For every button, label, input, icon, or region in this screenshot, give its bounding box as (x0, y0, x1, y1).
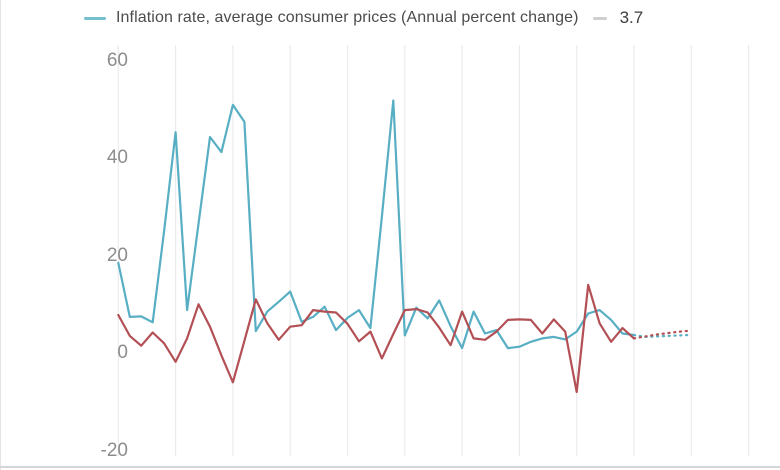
bottom-divider-line (0, 466, 780, 468)
series-legend-label: Inflation rate, average consumer prices … (116, 9, 579, 26)
series-legend-dash-icon (84, 16, 106, 20)
series-forecast-line-2 (632, 329, 693, 340)
y-axis-tick-label: 60 (106, 49, 128, 71)
series-line-1 (117, 99, 636, 350)
y-axis-tick-label: 20 (106, 244, 128, 266)
value-separator-dash-icon (592, 16, 607, 20)
y-axis-tick-label: 40 (106, 147, 128, 168)
series-latest-value: 3.7 (619, 8, 644, 27)
left-border-line (0, 0, 1, 470)
series-forecast-line-1 (632, 333, 693, 339)
series-line-2 (117, 283, 636, 394)
y-axis-tick-label: 0 (117, 342, 128, 363)
y-axis-tick-label: -20 (100, 439, 128, 461)
chart-legend[interactable]: Inflation rate, average consumer prices … (84, 4, 643, 32)
